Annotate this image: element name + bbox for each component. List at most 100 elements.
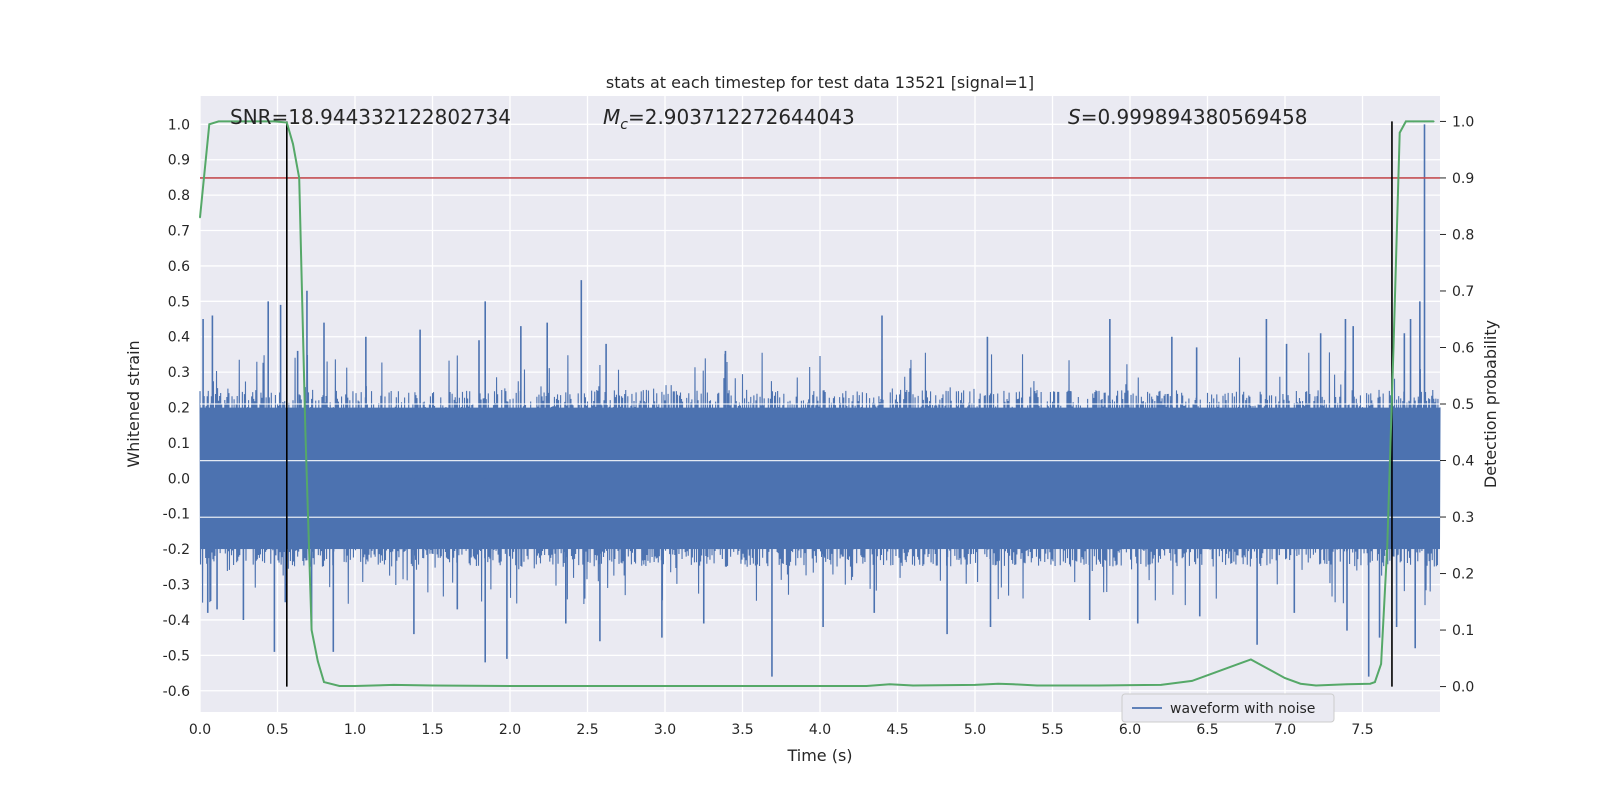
y-tick-label: 0.9 — [168, 153, 190, 169]
legend: waveform with noise — [1121, 693, 1335, 723]
x-tick-label: 6.5 — [1196, 722, 1218, 738]
detection-probability-point — [304, 431, 307, 434]
y-tick-label: 0.7 — [168, 224, 190, 240]
x-axis-label: Time (s) — [786, 746, 852, 765]
detection-probability-point — [1392, 346, 1395, 349]
y-axis-label: Whitened strain — [124, 340, 143, 467]
detection-probability-point — [1299, 682, 1302, 685]
detection-probability-point — [509, 685, 511, 687]
detection-probability-point — [1346, 683, 1348, 686]
detection-probability-point — [912, 684, 914, 687]
detection-probability-point — [431, 684, 434, 687]
detection-probability-point — [1369, 682, 1372, 685]
detection-probability-point — [1374, 681, 1376, 683]
y2-tick-label: 0.1 — [1452, 623, 1474, 639]
detection-probability-point — [819, 685, 821, 687]
x-tick-label: 1.5 — [421, 722, 443, 738]
detection-probability-point — [1214, 671, 1217, 674]
detection-probability-point — [664, 685, 666, 687]
y2-tick-label: 0.3 — [1452, 510, 1474, 526]
detection-probability-point — [1380, 663, 1382, 665]
y-tick-label: 0.5 — [168, 294, 190, 310]
detection-probability-point — [865, 685, 868, 687]
detection-probability-point — [997, 682, 1000, 685]
mc-subscript: c — [620, 117, 628, 133]
detection-probability-point — [1412, 120, 1415, 123]
y2-tick-label: 0.6 — [1452, 340, 1474, 356]
detection-probability-point — [1386, 544, 1389, 547]
detection-probability-point — [310, 629, 313, 631]
chirp-mass-annotation: Mc=2.903712272644043 — [603, 105, 855, 133]
mc-value: =2.903712272644043 — [628, 105, 855, 129]
x-tick-label: 2.0 — [499, 722, 521, 738]
detection-probability-point — [286, 121, 288, 124]
legend-label-waveform: waveform with noise — [1170, 701, 1315, 717]
y-tick-label: -0.6 — [163, 684, 190, 700]
y-tick-label: 0.4 — [168, 330, 190, 346]
detection-probability-point — [217, 120, 220, 123]
detection-probability-point — [338, 685, 341, 687]
snr-annotation: SNR=18.944332122802734 — [230, 105, 511, 129]
y-tick-label: -0.5 — [163, 648, 190, 664]
y-tick-label: -0.3 — [163, 578, 190, 594]
detection-probability-point — [1256, 662, 1258, 664]
y-tick-label: 0.3 — [168, 365, 190, 381]
detection-probability-point — [1191, 680, 1193, 682]
detection-probability-point — [392, 684, 395, 686]
detection-probability-point — [298, 177, 301, 179]
x-tick-label: 6.0 — [1119, 722, 1141, 738]
detection-probability-point — [230, 120, 232, 123]
detection-probability-point — [1237, 663, 1240, 665]
detection-probability-point — [1405, 120, 1407, 123]
detection-probability-point — [1036, 684, 1038, 687]
detection-probability-point — [1398, 131, 1401, 134]
detection-probability-series — [199, 120, 1434, 687]
legend-box — [1121, 693, 1335, 723]
x-tick-label: 4.0 — [809, 722, 831, 738]
detection-probability-point — [1284, 677, 1286, 679]
y-tick-label: 1.0 — [168, 117, 190, 133]
x-tick-label: 0.5 — [266, 722, 288, 738]
axes: 0.0 0.5 1.0 1.5 2.0 2.5 3.0 3.5 4.0 4.5 5.0 5.5 6.0 6… — [163, 114, 1475, 738]
detection-probability-point — [741, 685, 744, 687]
detection-probability-point — [1160, 684, 1162, 686]
y-tick-label: 0.0 — [168, 471, 190, 487]
detection-probability-point — [199, 216, 201, 219]
s-annotation: S=0.999894380569458 — [1068, 105, 1307, 129]
s-value: =0.999894380569458 — [1081, 105, 1308, 129]
detection-probability-point — [317, 660, 319, 662]
waveform-core-band — [200, 407, 1440, 550]
detection-probability-point — [1012, 683, 1015, 686]
y2-tick-label: 1.0 — [1452, 114, 1474, 130]
detection-probability-point — [1315, 684, 1317, 687]
y2-tick-label: 0.7 — [1452, 284, 1474, 300]
y-tick-label: 0.8 — [168, 188, 190, 204]
y-tick-label: 0.2 — [168, 401, 190, 417]
detection-probability-point — [1098, 684, 1100, 687]
detection-probability-point — [1268, 668, 1271, 671]
x-tick-label: 5.0 — [964, 722, 986, 738]
x-tick-label: 7.5 — [1351, 722, 1373, 738]
y2-tick-label: 0.4 — [1452, 454, 1474, 470]
y2-tick-label: 0.5 — [1452, 397, 1474, 413]
mc-symbol: M — [603, 105, 620, 129]
detection-probability-point — [292, 143, 294, 145]
x-tick-label: 0.0 — [189, 722, 211, 738]
detection-probability-point — [354, 685, 356, 687]
detection-probability-point — [1433, 120, 1435, 123]
x-tick-label: 5.5 — [1041, 722, 1063, 738]
detection-probability-point — [1250, 658, 1252, 661]
detection-probability-point — [208, 123, 211, 126]
detection-probability-point — [1423, 120, 1426, 123]
y2-tick-label: 0.2 — [1452, 567, 1474, 583]
x-tick-label: 3.5 — [731, 722, 753, 738]
detection-probability-point — [323, 681, 325, 683]
detection-probability-point — [245, 120, 248, 123]
y2-axis-label: Detection probability — [1481, 320, 1500, 488]
y-tick-label: 0.1 — [168, 436, 190, 452]
plot-area — [199, 120, 1441, 687]
x-tick-label: 3.0 — [654, 722, 676, 738]
y2-tick-label: 0.0 — [1452, 680, 1474, 696]
detection-probability-point — [586, 685, 589, 687]
